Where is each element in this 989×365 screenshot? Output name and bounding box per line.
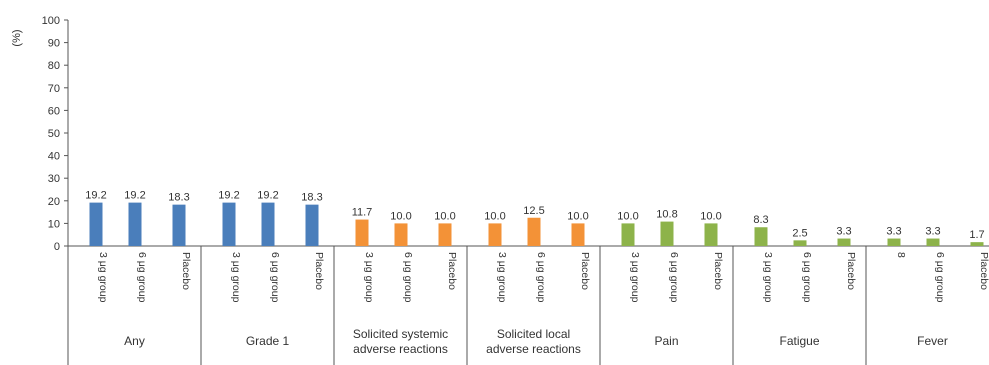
x-tick-label: Placebo (845, 252, 857, 290)
x-tick-label: 6 μg group (934, 252, 946, 303)
bar (222, 202, 236, 246)
group-label: Fever (917, 334, 948, 348)
y-tick-label: 20 (48, 196, 60, 208)
data-label: 19.2 (218, 190, 239, 202)
x-tick-label: Placebo (978, 252, 989, 290)
bar (926, 238, 940, 246)
bar (128, 202, 142, 246)
data-label: 10.0 (617, 210, 638, 222)
x-tick-label: 3 μg group (230, 252, 242, 303)
bar (89, 202, 103, 246)
x-tick-label: 6 μg group (136, 252, 148, 303)
group-label: adverse reactions (486, 342, 581, 356)
x-tick-label: 3 μg group (97, 252, 109, 303)
bar (837, 238, 851, 246)
bar (754, 227, 768, 246)
x-tick-label: Placebo (180, 252, 192, 290)
x-tick-label: Placebo (313, 252, 325, 290)
data-label: 10.0 (434, 210, 455, 222)
x-tick-label: 6 μg group (668, 252, 680, 303)
bar-layer (89, 202, 984, 246)
group-label: Grade 1 (246, 334, 290, 348)
x-tick-label: 6 μg group (402, 252, 414, 303)
y-tick-label: 100 (42, 15, 60, 27)
data-label: 2.5 (792, 227, 807, 239)
bar (621, 223, 635, 246)
label-layer: 19.2 3 μg group 19.2 6 μg group 18.3 Placebo A… (85, 190, 989, 356)
data-label: 3.3 (886, 226, 901, 238)
bar (970, 242, 984, 246)
bar (571, 223, 585, 246)
group-label: Pain (654, 334, 678, 348)
bar (394, 223, 408, 246)
data-label: 11.7 (352, 207, 373, 219)
bar (704, 223, 718, 246)
x-tick-label: 6 μg group (269, 252, 281, 303)
bar (261, 202, 275, 246)
data-label: 19.2 (85, 190, 106, 202)
y-tick-label: 70 (48, 83, 60, 95)
bar (488, 223, 502, 246)
x-tick-label: Placebo (579, 252, 591, 290)
y-tick-label: 0 (54, 241, 60, 253)
x-tick-label: 8 (895, 252, 907, 258)
y-tick-label: 90 (48, 38, 60, 50)
x-tick-label: 6 μg group (801, 252, 813, 303)
data-label: 3.3 (925, 226, 940, 238)
bar (887, 238, 901, 246)
bar (660, 221, 674, 246)
data-label: 10.0 (700, 210, 721, 222)
data-label: 18.3 (168, 192, 189, 204)
data-label: 12.5 (523, 205, 544, 217)
x-tick-label: 3 μg group (629, 252, 641, 303)
x-tick-label: 3 μg group (496, 252, 508, 303)
x-tick-label: 6 μg group (535, 252, 547, 303)
data-label: 18.3 (301, 192, 322, 204)
data-label: 8.3 (753, 214, 768, 226)
y-tick-label: 80 (48, 60, 60, 72)
y-tick-label: 30 (48, 173, 60, 185)
data-label: 10.0 (484, 210, 505, 222)
data-label: 1.7 (969, 229, 984, 241)
data-label: 19.2 (257, 190, 278, 202)
y-tick-label: 10 (48, 218, 60, 230)
data-label: 19.2 (124, 190, 145, 202)
y-axis-label: (%) (11, 29, 23, 46)
bar (793, 240, 807, 246)
data-label: 10.0 (567, 210, 588, 222)
bar (355, 219, 369, 246)
data-label: 10.0 (390, 210, 411, 222)
bar (438, 223, 452, 246)
bar (305, 204, 319, 246)
y-tick-label: 40 (48, 151, 60, 163)
data-label: 10.8 (656, 209, 677, 221)
group-label: Fatigue (779, 334, 819, 348)
x-tick-label: 3 μg group (363, 252, 375, 303)
axis-layer: 0 10 20 30 40 50 60 70 80 90 100 (%) (11, 15, 989, 365)
group-label: adverse reactions (353, 342, 448, 356)
group-label: Solicited local (497, 327, 570, 341)
bar (527, 217, 541, 246)
y-tick-label: 60 (48, 105, 60, 117)
bar (172, 204, 186, 246)
x-tick-label: Placebo (446, 252, 458, 290)
group-label: Any (124, 334, 145, 348)
x-tick-label: Placebo (712, 252, 724, 290)
data-label: 3.3 (836, 226, 851, 238)
group-label: Solicited systemic (353, 327, 448, 341)
x-tick-label: 3 μg group (762, 252, 774, 303)
y-tick-label: 50 (48, 128, 60, 140)
